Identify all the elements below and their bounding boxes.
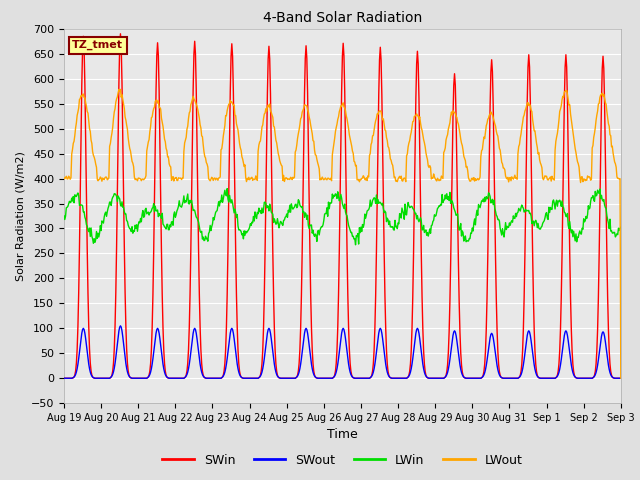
X-axis label: Time: Time [327,429,358,442]
LWout [444,132,451,138]
LWin [390,227,397,232]
Y-axis label: Solar Radiation (W/m2): Solar Radiation (W/m2) [15,151,26,281]
SWout [207,375,215,381]
LWin [352,242,360,248]
LWin [182,199,190,205]
LWin [617,224,625,230]
Line: SWout: SWout [64,326,621,378]
LWout [207,176,215,182]
SWout [116,323,124,329]
LWout [183,126,191,132]
SWin [617,375,625,381]
SWin [389,375,397,381]
SWout [566,357,574,362]
Legend: SWin, SWout, LWin, LWout: SWin, SWout, LWin, LWout [157,449,527,472]
SWout [183,372,191,377]
SWout [617,375,625,381]
LWout [335,114,342,120]
LWout [617,375,625,381]
LWout [566,111,574,117]
LWin [568,230,575,236]
SWin [183,368,191,374]
SWin [207,375,215,381]
SWin [335,292,342,298]
Title: 4-Band Solar Radiation: 4-Band Solar Radiation [263,11,422,25]
SWout [335,356,342,361]
LWin [335,194,342,200]
Line: LWout: LWout [64,89,621,378]
SWout [60,375,68,381]
SWin [60,375,68,381]
SWin [116,31,124,36]
Text: TZ_tmet: TZ_tmet [72,40,124,50]
LWout [60,175,68,180]
Line: LWin: LWin [64,189,621,245]
Line: SWin: SWin [64,34,621,378]
LWout [116,86,124,92]
LWout [389,162,397,168]
LWin [60,213,68,218]
LWin [223,186,231,192]
SWout [389,375,397,381]
SWin [444,362,451,368]
LWin [206,223,214,228]
SWin [566,295,574,300]
LWin [445,194,452,200]
SWout [444,370,451,375]
